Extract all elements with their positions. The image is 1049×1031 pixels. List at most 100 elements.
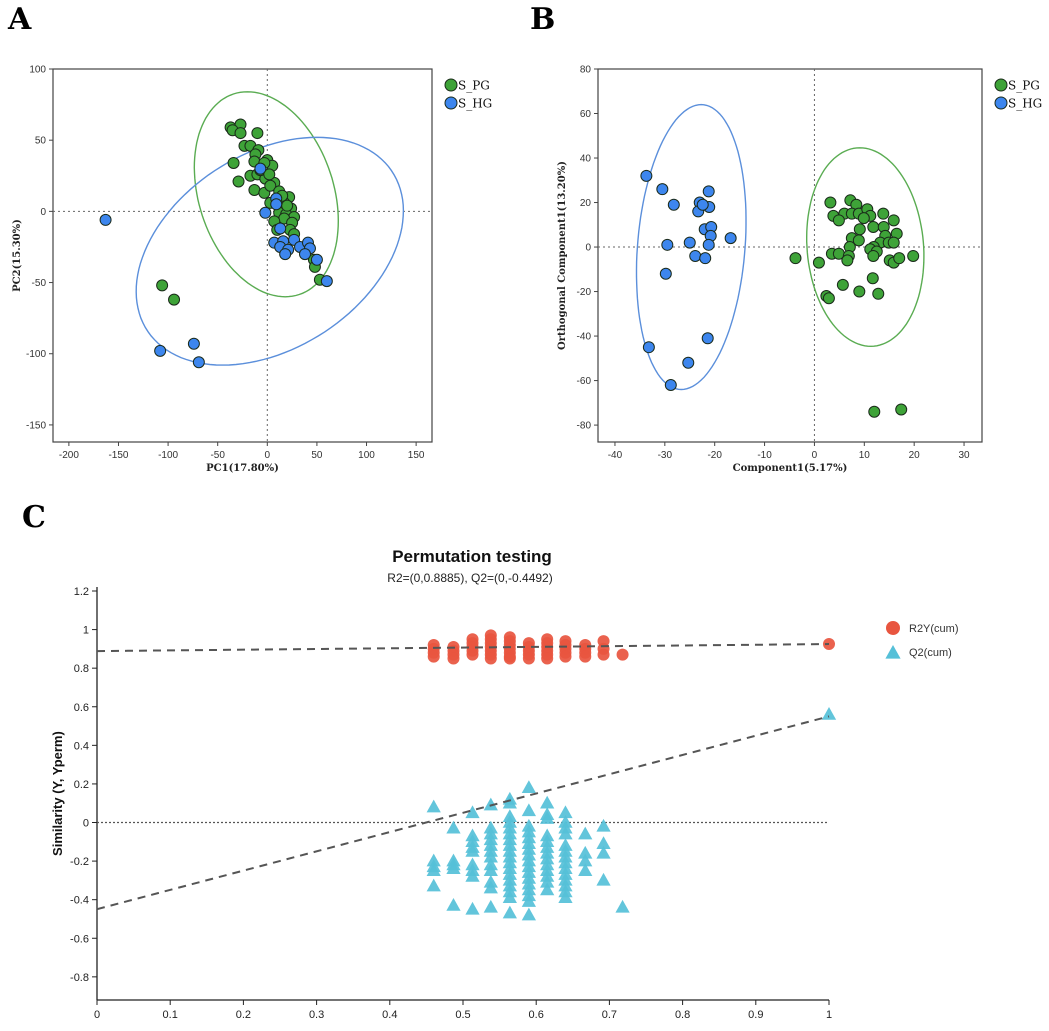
panel-b-point-s_pg [868,405,881,418]
panel-a-x-tick-label: 0 [265,450,271,461]
panel-b-y-tick-label: 20 [580,198,592,209]
panel-c-x-tick-label: 0.6 [529,1009,544,1021]
panel-b-x-tick-label: -40 [608,450,623,461]
panel-a-point-s_hg [99,213,112,226]
panel-c-y-tick-label: 0.2 [74,779,89,791]
panel-c-point-q2cum [483,899,498,913]
panel-a-point-s_pg [232,175,245,188]
panel-c-regression-line-q2cum [96,715,830,911]
panel-c-point-q2cum [596,818,611,832]
panel-b-point-s_hg [724,232,737,245]
panel-c-point-q2cum [446,897,461,911]
panel-c-y-tick-label: 0.8 [74,663,89,675]
panel-b-legend-label-s_pg: S_PG [1008,79,1040,93]
panel-b-x-tick-label: -30 [658,450,673,461]
panel-b-point-s_pg [887,236,900,249]
panel-b-point-s_pg [857,212,870,225]
panel-c-point-q2cum [596,845,611,859]
panel-c-legend-label-r2ycum: R2Y(cum) [909,623,959,635]
panel-c-point-r2ycum [484,652,497,665]
panel-b-point-s_pg [832,214,845,227]
panel-b-point-s_pg [907,249,920,262]
panel-c-point-q2cum [483,880,498,894]
panel-b-y-tick-label: 40 [580,154,592,165]
panel-c-point-r2ycum [559,650,572,663]
panel-a-x-tick-label: 50 [311,450,323,461]
panel-b-point-s_hg [659,267,672,280]
panel-c-point-q2cum [540,795,555,809]
panel-b-point-s_hg [702,238,715,251]
panel-c-y-axis-label: Similarity (Y, Yperm) [50,731,65,856]
panel-c-regression-line-r2ycum [96,643,830,653]
panel-b-x-tick-label: 0 [812,450,818,461]
panel-c-point-q2cum [521,803,537,817]
panel-c-point-q2cum [426,878,441,892]
panel-c-x-tick-label: 0.1 [163,1009,178,1021]
panel-c-point-q2cum [446,861,461,875]
panel-b-point-s_hg [661,238,674,251]
panel-b-point-s_pg [853,223,866,236]
panel-b-point-s_hg [682,356,695,369]
panel-a-point-s_hg [154,344,167,357]
panel-b-y-axis-label: Orthogonal Component1(13.20%) [557,161,568,350]
panel-a-point-s_hg [274,222,287,235]
panel-b-x-tick-label: -20 [707,450,722,461]
panel-c-point-q2cum [465,869,480,882]
panel-c-point-q2cum [483,863,498,876]
panel-a-point-s_hg [299,248,312,261]
panel-a-legend-label-s_hg: S_HG [458,97,492,111]
panel-c-point-q2cum [578,853,593,867]
panel-b-point-s_hg [689,249,702,262]
panel-a-y-tick-label: 50 [35,136,47,147]
panel-b-y-tick-label: 0 [585,243,591,254]
panel-c-point-r2ycum [616,648,629,661]
panel-a-point-s_hg [320,275,333,288]
panel-c-point-r2ycum [503,652,516,665]
panel-b-point-s_pg [852,234,865,247]
panel-b-y-tick-label: -40 [577,332,592,343]
panel-b-point-s_hg [667,198,680,211]
panel-a-point-s_hg [187,337,200,350]
panel-b-point-s_pg [789,252,802,265]
panel-c-point-r2ycum [522,652,535,665]
panel-a-point-s_hg [310,253,323,266]
panel-b-x-tick-label: 30 [958,450,970,461]
panel-a-confidence-ellipse-s_hg [135,136,405,366]
panel-a-y-tick-label: 100 [29,65,46,76]
panel-b-point-s_pg [824,196,837,209]
panel-b-y-tick-label: -80 [577,421,592,432]
panel-c-legend-label-q2cum: Q2(cum) [909,647,952,659]
panel-c-point-q2cum [521,894,537,907]
panel-b-point-s_pg [872,287,885,300]
panel-c-point-q2cum [521,780,537,794]
panel-c-point-r2ycum [447,652,460,665]
panel-a-point-s_hg [279,248,292,261]
panel-c-x-tick-label: 1 [826,1009,832,1021]
panel-c-point-q2cum [502,905,517,919]
panel-c-point-r2ycum [597,648,610,661]
panel-label-b: B [530,2,556,37]
panel-b-plot-frame [597,68,983,443]
panel-b-legend-label-s_hg: S_HG [1008,97,1042,111]
panel-c-y-tick-label: 0.4 [74,740,89,752]
panel-c-point-q2cum [483,849,498,863]
panel-b-point-s_pg [822,292,835,305]
panel-c-point-r2ycum [579,650,592,663]
panel-b-point-s_hg [701,332,714,345]
panel-b-x-tick-label: 10 [859,450,871,461]
panel-c-point-q2cum [502,890,517,903]
panel-a-point-s_pg [168,293,181,306]
panel-c-legend-marker-r2ycum [886,621,900,635]
panel-b-point-s_hg [642,341,655,354]
panel-b-point-s_hg [656,183,669,196]
panel-c-point-r2ycum [466,648,479,661]
panel-c-y-tick-label: 1.2 [74,586,89,598]
panel-a-x-tick-label: 100 [358,450,375,461]
panel-b-x-tick-label: 20 [909,450,921,461]
panel-c-x-tick-label: 0.4 [382,1009,397,1021]
panel-c-y-tick-label: 1 [83,625,89,637]
panel-c-y-tick-label: -0.4 [70,895,89,907]
panel-b-y-tick-label: -60 [577,376,592,387]
panel-c-point-q2cum [465,843,480,857]
